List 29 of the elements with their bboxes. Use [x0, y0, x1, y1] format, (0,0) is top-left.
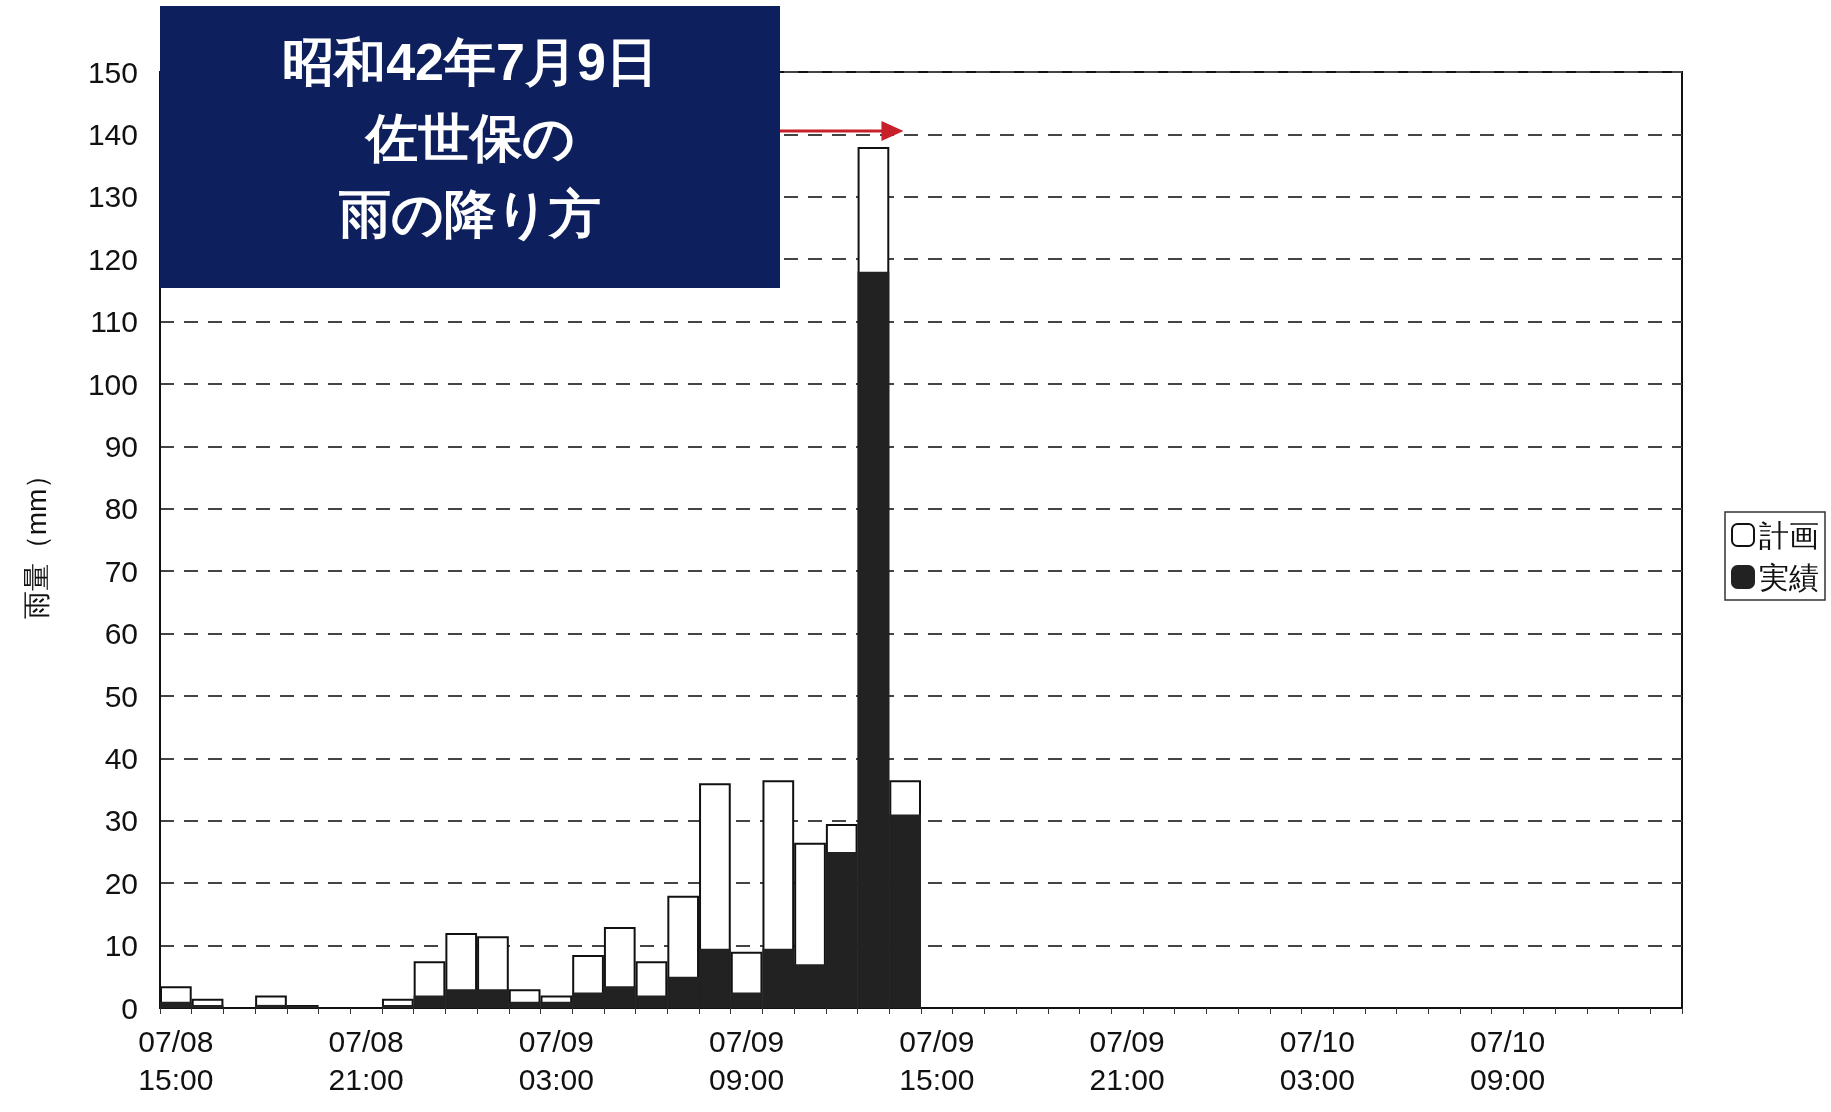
x-tick-label: 07/08 21:00 [328, 1024, 404, 1096]
legend-label: 実績 [1759, 560, 1819, 594]
chart-title: 昭和42年7月9日佐世保の [281, 32, 659, 169]
y-tick-label: 130 [87, 180, 138, 214]
y-tick-label: 30 [104, 804, 138, 838]
y-tick-label: 20 [104, 866, 138, 900]
x-tick-label: 07/09 21:00 [1089, 1024, 1165, 1096]
x-tick-label: 07/09 03:00 [518, 1024, 594, 1096]
x-tick-label: 07/08 15:00 [138, 1024, 214, 1096]
y-tick-label: 0 [121, 991, 138, 1025]
x-tick-label: 07/10 09:00 [1470, 1024, 1546, 1096]
y-tick-label: 60 [104, 617, 138, 651]
y-tick-label: 100 [87, 367, 138, 401]
y-tick-label: 140 [87, 117, 138, 151]
y-tick-label: 10 [104, 929, 138, 963]
x-tick-label: 07/09 09:00 [709, 1024, 785, 1096]
legend-label: 計画 [1759, 518, 1819, 552]
x-tick-label: 07/10 03:00 [1279, 1024, 1355, 1096]
x-tick-label: 07/09 15:00 [899, 1024, 975, 1096]
y-tick-label: 40 [104, 741, 138, 775]
y-tick-label: 90 [104, 429, 138, 463]
y-tick-label: 150 [87, 55, 138, 89]
y-tick-label: 70 [104, 554, 138, 588]
title-banner: 昭和42年7月9日佐世保の 雨の降り方 [160, 6, 780, 288]
y-tick-label: 110 [90, 305, 138, 339]
y-tick-label: 50 [104, 679, 138, 713]
y-tick-label: 120 [87, 242, 138, 276]
y-axis-title: 雨量（mm） [20, 460, 52, 620]
y-tick-label: 80 [104, 492, 138, 526]
